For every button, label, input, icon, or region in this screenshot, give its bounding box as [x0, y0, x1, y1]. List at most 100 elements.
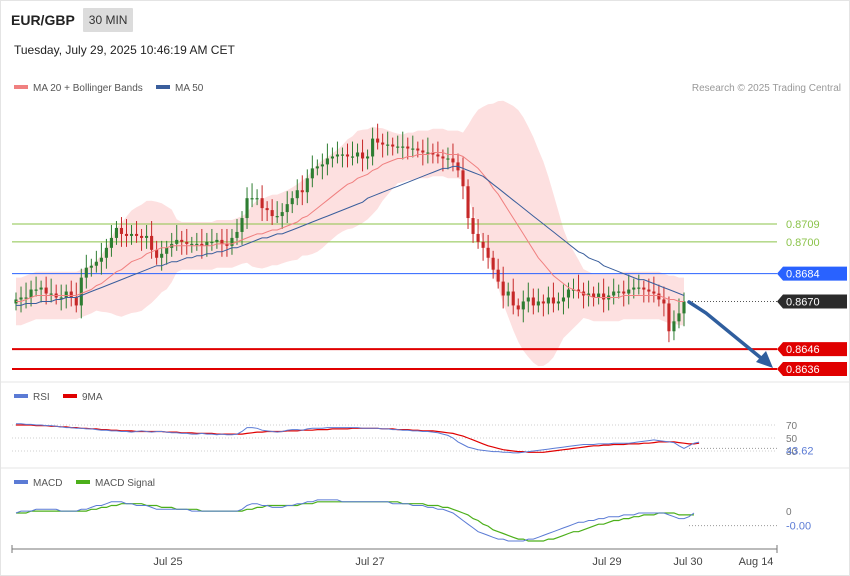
level-label-0.8709: 0.8709	[786, 219, 820, 231]
x-tick-label: Jul 25	[153, 556, 182, 568]
macd-line	[15, 499, 695, 542]
candle-body	[622, 291, 626, 294]
candle-body	[411, 148, 415, 150]
candle-body	[617, 291, 621, 293]
macd-signal-line	[16, 501, 694, 542]
candle-body	[114, 227, 119, 238]
candle-body	[190, 243, 194, 246]
rsi-legend-label: RSI	[33, 392, 50, 403]
candle-body	[220, 239, 224, 244]
candle-body	[677, 313, 681, 322]
level-tag-text-0.8670: 0.8670	[786, 296, 820, 308]
candle-body	[652, 291, 656, 294]
candle-body	[672, 321, 676, 332]
candle-body	[185, 241, 189, 244]
candle-body	[521, 301, 525, 310]
candle-body	[210, 241, 214, 244]
candle-body	[561, 297, 566, 302]
candle-body	[325, 158, 329, 165]
candle-body	[391, 144, 395, 147]
candle-body	[421, 150, 425, 153]
symbol-label: EUR/GBP	[11, 12, 75, 28]
candle-body	[416, 148, 420, 151]
candle-body	[667, 303, 671, 332]
forecast-arrow-line	[687, 300, 763, 360]
candle-body	[260, 198, 264, 209]
candle-body	[155, 249, 159, 258]
candle-body	[426, 152, 430, 154]
candle-body	[175, 239, 179, 244]
candle-body	[491, 257, 495, 270]
bollinger-band-fill	[16, 100, 684, 367]
candle-body	[94, 261, 98, 266]
credit-label: Research © 2025 Trading Central	[692, 83, 841, 94]
candle-body	[471, 218, 475, 234]
candle-body	[466, 186, 470, 219]
candle-body	[134, 233, 139, 236]
candle-body	[541, 301, 545, 304]
level-tag-0.8670	[777, 294, 847, 309]
candle-body	[637, 287, 641, 289]
candle-body	[612, 291, 616, 296]
candle-body	[200, 243, 204, 246]
candle-body	[592, 293, 596, 298]
macd-legend-swatch	[14, 480, 28, 484]
candle-body	[350, 156, 355, 158]
macd-tick-0: 0	[786, 507, 792, 518]
candle-body	[360, 152, 365, 159]
candle-body	[39, 287, 43, 290]
level-tag-text-0.8636: 0.8636	[786, 364, 820, 376]
candle-body	[129, 233, 134, 236]
rsi-tick-50: 50	[786, 434, 798, 445]
candle-body	[551, 297, 555, 304]
forecast-arrow	[687, 300, 773, 368]
level-tag-0.8636	[777, 362, 847, 376]
candle-body	[19, 297, 23, 300]
x-tick-label: Aug 14	[739, 556, 774, 568]
candle-body	[386, 144, 390, 146]
candle-body	[230, 237, 234, 246]
candle-body	[662, 299, 666, 304]
rsi-line	[16, 423, 700, 454]
datetime-label: Tuesday, July 29, 2025 10:46:19 AM CET	[14, 43, 235, 57]
candle-body	[526, 297, 530, 302]
candle-body	[345, 154, 350, 157]
candle-body	[632, 287, 636, 290]
rsi-ma-line	[16, 424, 700, 453]
candle-body	[310, 168, 314, 179]
candle-body	[24, 297, 28, 299]
ma20-line	[16, 152, 684, 302]
level-tag-0.8684	[777, 266, 847, 281]
price-levels	[12, 223, 777, 370]
candle-body	[516, 305, 520, 310]
candle-body	[240, 218, 244, 232]
level-tag-0.8646	[777, 342, 847, 357]
level-tag-text-0.8684: 0.8684	[786, 269, 820, 281]
x-tick-label: Jul 27	[355, 556, 384, 568]
candle-body	[44, 287, 48, 294]
candle-body	[566, 289, 571, 298]
candle-body	[84, 267, 88, 278]
candle-body	[496, 269, 500, 282]
rsi-ma-legend-swatch	[63, 394, 77, 398]
macd-panel: 0 -0.00	[15, 499, 811, 542]
candle-body	[89, 265, 93, 268]
candle-body	[255, 198, 259, 200]
candle-body	[124, 233, 129, 236]
candle-body	[315, 166, 319, 169]
candle-body	[119, 227, 124, 234]
level-label-0.8700: 0.8700	[786, 237, 820, 249]
timeframe-button[interactable]: 30 MIN	[82, 8, 134, 32]
candle-body	[436, 154, 440, 157]
candle-body	[270, 210, 274, 217]
candle-body	[180, 239, 184, 242]
candle-body	[431, 152, 435, 155]
ma20-legend-swatch	[14, 85, 28, 89]
candle-body	[235, 231, 239, 238]
candle-body	[109, 237, 113, 248]
candle-body	[481, 241, 485, 248]
candle-body	[215, 239, 219, 242]
candle-body	[682, 301, 686, 314]
candle-body	[290, 198, 294, 205]
